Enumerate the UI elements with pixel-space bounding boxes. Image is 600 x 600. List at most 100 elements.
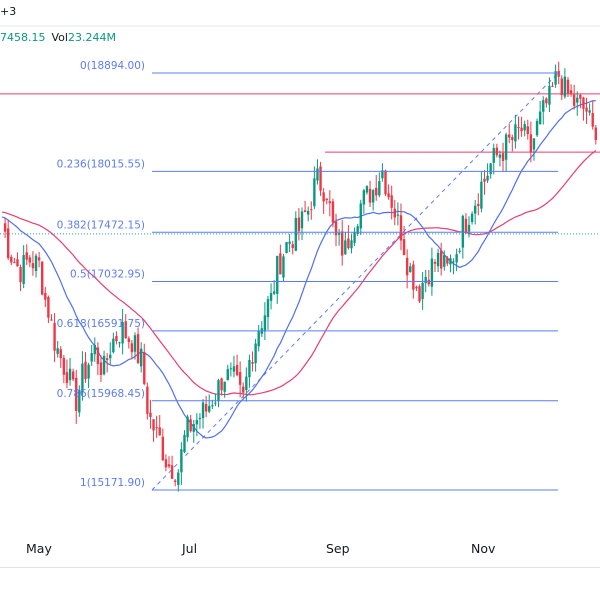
candle-body	[390, 195, 393, 208]
candle-body	[508, 134, 511, 138]
candle-body	[3, 223, 7, 232]
candle-body	[498, 154, 502, 158]
candle-body	[362, 190, 366, 205]
candle-body	[322, 192, 325, 202]
candle-body	[31, 263, 35, 269]
candle-body	[251, 362, 254, 364]
candle-body	[105, 358, 109, 361]
candle-body	[276, 255, 279, 294]
candle-body	[56, 348, 59, 354]
candle-body	[204, 404, 208, 412]
candle-body	[28, 257, 32, 263]
candle-body	[208, 405, 211, 412]
candle-body	[542, 100, 545, 112]
candle-body	[25, 252, 28, 260]
candle-body	[368, 188, 372, 203]
candle-body	[173, 480, 177, 482]
candle-body	[13, 262, 16, 264]
candle-body	[161, 436, 165, 461]
candle-body	[359, 203, 362, 229]
candle-body	[158, 427, 161, 436]
candle-body	[235, 364, 239, 376]
candle-body	[272, 291, 276, 294]
candle-body	[328, 201, 332, 204]
x-tick-label: May	[26, 541, 52, 556]
candle-body	[201, 402, 205, 419]
x-tick-label: Nov	[471, 541, 496, 556]
candle-body	[554, 71, 557, 85]
candle-body	[195, 420, 199, 425]
candle-body	[579, 94, 582, 99]
fib-level-label: 1(15171.90)	[80, 477, 145, 489]
candle-body	[489, 163, 492, 175]
candle-body	[121, 322, 124, 344]
candle-body	[306, 210, 310, 215]
candle-body	[254, 343, 257, 364]
candle-body	[387, 193, 390, 198]
candle-body	[279, 253, 282, 275]
candle-body	[523, 124, 526, 131]
candle-body	[455, 254, 458, 263]
candle-body	[548, 85, 551, 105]
candle-body	[415, 286, 418, 289]
candle-body	[10, 256, 13, 263]
candle-body	[477, 203, 480, 206]
candle-body	[325, 198, 328, 201]
candle-body	[520, 127, 523, 132]
candle-body	[483, 178, 486, 182]
candle-body	[470, 213, 474, 223]
candle-body	[266, 299, 270, 318]
candle-body	[378, 181, 381, 196]
candle-body	[504, 134, 508, 160]
candle-body	[6, 228, 10, 259]
candle-body	[180, 449, 183, 473]
candle-body	[572, 94, 576, 106]
volume-value: 23.244M	[67, 31, 116, 44]
candle-body	[155, 427, 158, 429]
axis-separator	[0, 567, 600, 568]
candle-body	[576, 97, 579, 103]
candle-body	[347, 238, 350, 249]
fib-level-label: 0.382(17472.15)	[57, 219, 145, 231]
candle-body	[396, 214, 400, 216]
candle-body	[461, 215, 465, 248]
candle-body	[183, 434, 186, 453]
candle-body	[152, 419, 155, 431]
fib-level-label: 0.236(18015.55)	[57, 158, 145, 170]
candle-body	[136, 334, 140, 363]
candle-body	[232, 366, 236, 372]
candle-body	[313, 178, 316, 207]
candle-body	[566, 79, 570, 94]
candle-body	[316, 168, 319, 181]
candle-body	[517, 127, 520, 129]
x-tick-label: Sep	[326, 541, 350, 556]
candle-body	[263, 315, 267, 332]
candle-body	[133, 335, 137, 352]
candle-body	[112, 338, 115, 353]
candle-body	[538, 111, 542, 125]
candle-body	[452, 261, 455, 263]
candle-body	[81, 363, 84, 393]
candle-body	[192, 424, 195, 432]
candle-body	[436, 253, 440, 267]
candle-body	[375, 187, 378, 196]
candle-body	[146, 386, 149, 414]
candle-body	[399, 215, 403, 241]
candle-body	[303, 210, 307, 213]
candle-body	[365, 186, 369, 193]
candle-body	[288, 241, 291, 244]
candle-body	[217, 380, 220, 402]
candle-body	[433, 261, 437, 264]
candle-body	[242, 386, 245, 393]
candle-body	[198, 417, 202, 419]
candle-body	[211, 405, 214, 407]
candle-body	[551, 85, 554, 87]
fib-level-label: 0.786(15968.45)	[57, 388, 145, 400]
candle-body	[557, 70, 560, 77]
candle-body	[532, 138, 536, 150]
candle-body	[294, 217, 298, 251]
candle-body	[337, 233, 341, 235]
compare-count[interactable]: +3	[0, 5, 17, 18]
candle-body	[409, 266, 412, 273]
